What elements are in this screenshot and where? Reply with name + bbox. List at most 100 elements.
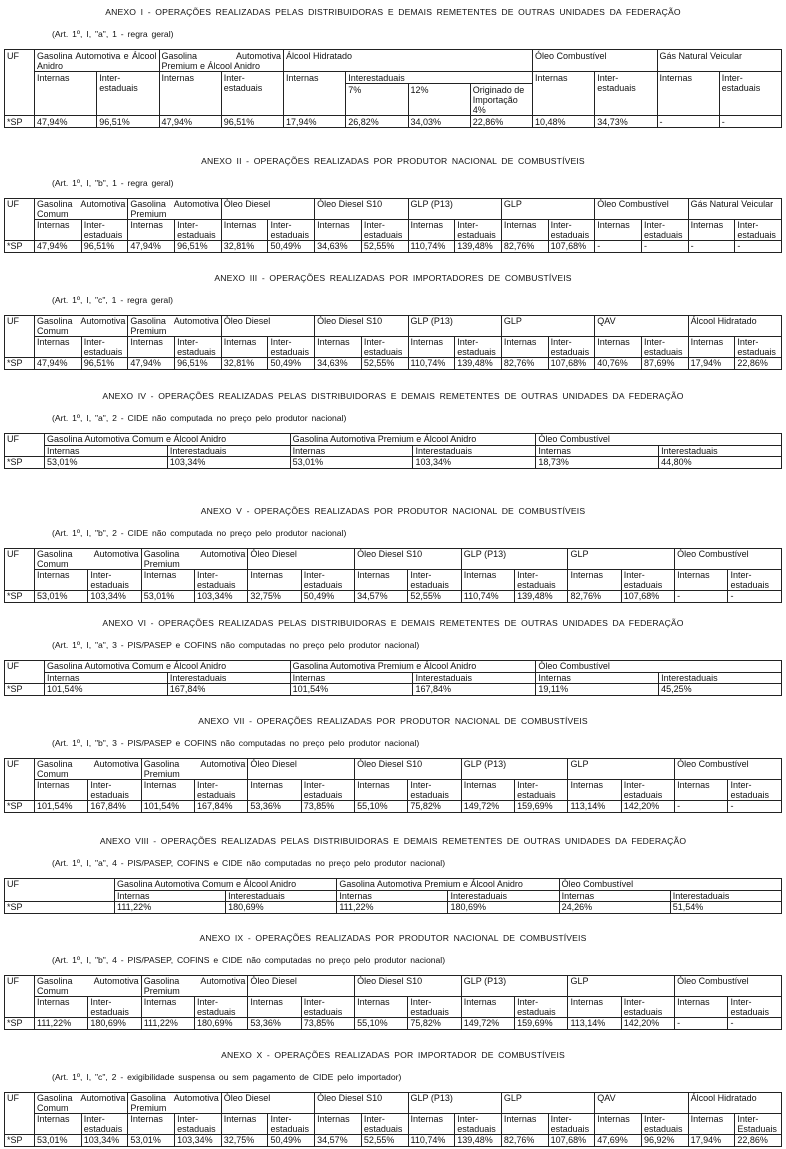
header-row-sub: Internas Inter-estaduais Internas Inter-est… [5, 219, 782, 241]
rate-cell: 50,49% [267, 240, 316, 253]
table-row: *SP 53,01% 103,34% 53,01% 103,34% 32,75% 50,49… [4, 1134, 782, 1147]
column-subheader: Inter-estaduais [220, 71, 285, 116]
column-subheader: Internas [407, 219, 456, 241]
table-row: *SP 47,94% 96,51% 47,94% 96,51% 32,81% 50,49% 3… [4, 240, 782, 253]
uf-cell: *SP [4, 1134, 35, 1147]
column-group-header: Gás Natural Veicular [656, 49, 782, 72]
column-group-header: Óleo Combustível [674, 975, 782, 997]
table-row: *SP 53,01% 103,34% 53,01% 103,34% 18,73% 44,80… [4, 456, 782, 469]
uf-header: UF [4, 878, 115, 902]
rate-cell: 96,51% [174, 357, 222, 370]
column-group-header: Óleo Diesel S10 [354, 758, 462, 780]
annex-subtitle: (Art. 1º, I, "c", 1 - regra geral) [52, 295, 173, 305]
column-group-header: Óleo Diesel [247, 975, 356, 997]
column-nested-header: 7% [345, 83, 409, 116]
rate-cell: 111,22% [140, 1017, 196, 1030]
rate-cell: 96,51% [80, 240, 129, 253]
column-subheader: Inter-estaduais [300, 996, 356, 1018]
rate-cell: 111,22% [336, 901, 449, 914]
uf-header: UF [4, 548, 35, 591]
column-subheader: Inter-estaduais [80, 219, 129, 241]
annex-section: ANEXO VIII - OPERAÇÕES REALIZADAS PELAS … [0, 835, 786, 914]
rate-cell: 101,54% [33, 800, 89, 813]
column-subheader: Inter-estaduais [174, 219, 222, 241]
rate-cell: 180,69% [87, 1017, 142, 1030]
rate-cell: 17,94% [687, 1134, 736, 1147]
column-subheader: Inter-estaduais [194, 779, 249, 801]
column-group-header: Gasolina Automotiva Premium e Álcool Ani… [289, 433, 537, 446]
column-group-header: GLP [500, 198, 596, 220]
column-subheader: Inter-estaduais [80, 336, 129, 358]
column-subheader: Internas [460, 996, 516, 1018]
rate-cell: - [727, 1017, 782, 1030]
annex-section: ANEXO I - OPERAÇÕES REALIZADAS PELAS DIS… [0, 6, 786, 128]
column-subheader: Internas [535, 444, 660, 457]
column-subheader: Internas [220, 219, 269, 241]
column-subheader: Internas [33, 569, 89, 591]
annex-title: ANEXO VIII - OPERAÇÕES REALIZADAS PELAS … [99, 836, 687, 846]
column-subheader: Internas [33, 996, 89, 1018]
rate-cell: 10,48% [531, 115, 596, 128]
column-subheader: Internas [127, 336, 176, 358]
header-row-groups: UF Gasolina Automotiva Comum Gasolina Auto… [4, 548, 782, 591]
column-subheader: Inter-estaduais [547, 1113, 596, 1135]
uf-header: UF [4, 49, 35, 116]
rate-cell: - [727, 800, 782, 813]
rate-cell: 53,01% [127, 1134, 176, 1147]
rate-cell: 103,34% [412, 456, 537, 469]
column-group-header: Gasolina Automotiva Premium [140, 975, 249, 997]
uf-cell: *SP [4, 1017, 35, 1030]
rate-cell: 32,75% [247, 590, 302, 603]
rates-table: UF Gasolina Automotiva Comum e Álcool Ani… [4, 433, 782, 469]
column-group-header: Álcool Hidratado [283, 49, 533, 72]
column-subheader: Internas [113, 889, 227, 902]
rate-cell: 139,48% [454, 240, 502, 253]
column-subheader: Internas [500, 336, 549, 358]
rate-cell: 18,73% [535, 456, 660, 469]
annex-title: ANEXO I - OPERAÇÕES REALIZADAS PELAS DIS… [105, 7, 681, 17]
rate-cell: 52,55% [360, 240, 409, 253]
column-subheader: Inter-estaduais [174, 1113, 222, 1135]
column-group-header: GLP (P13) [460, 758, 569, 780]
rate-cell: 47,94% [158, 115, 222, 128]
column-subheader: Internas [407, 336, 456, 358]
column-subheader: Inter-estaduais [80, 1113, 129, 1135]
rate-cell: 139,48% [454, 1134, 502, 1147]
column-subheader: Inter-estaduais [407, 569, 462, 591]
column-subheader: Internas [282, 71, 347, 116]
rate-cell: 159,69% [514, 1017, 569, 1030]
column-subheader: Internas [567, 996, 622, 1018]
column-subheader: Interestaduais [412, 444, 537, 457]
column-group-header: Gasolina Automotiva Premium [140, 548, 249, 570]
rates-table: UF Gasolina Automotiva Comum Gasolina Auto… [4, 1092, 783, 1147]
column-group-header: Gasolina Automotiva Comum e Álcool Anidr… [44, 433, 291, 446]
column-group-header: Óleo Combustível [535, 433, 782, 446]
column-subheader: Inter-estaduais [267, 219, 316, 241]
rate-cell: 73,85% [300, 1017, 356, 1030]
column-subheader: Internas [33, 71, 98, 116]
column-subheader: Internas [127, 219, 176, 241]
header-row-sub: Internas Inter-estaduais Internas Inter-est… [5, 569, 782, 591]
uf-cell: *SP [4, 590, 35, 603]
column-subheader: Internas [594, 219, 642, 241]
column-group-header: Óleo Diesel S10 [354, 975, 462, 997]
column-subheader: Inter-estaduais [174, 336, 222, 358]
column-subheader: Internas [656, 71, 720, 116]
column-subheader: Internas [33, 779, 89, 801]
column-subheader: Inter-estaduais [514, 996, 569, 1018]
column-subheader: Internas [535, 671, 660, 684]
column-nested-header: 12% [407, 83, 471, 116]
column-subheader: Internas [687, 219, 736, 241]
annex-title: ANEXO V - OPERAÇÕES REALIZADAS POR PRODU… [200, 506, 586, 516]
rates-table: UF Gasolina Automotiva Comum Gasolina Auto… [4, 315, 783, 370]
rate-cell: 87,69% [640, 357, 689, 370]
rate-cell: 167,84% [166, 683, 291, 696]
rate-cell: 101,54% [140, 800, 196, 813]
column-group-header: Óleo Combustível [674, 758, 782, 780]
rates-table: UF Gasolina Automotiva Comum Gasolina Auto… [4, 758, 782, 813]
column-subheader: Internas [674, 569, 729, 591]
rate-cell: 82,76% [500, 240, 549, 253]
column-subheader: Internas [567, 569, 622, 591]
column-group-header: Gasolina Automotiva Premium [140, 758, 249, 780]
header-row-groups: UF Gasolina Automotiva Comum Gasolina Auto… [4, 1092, 783, 1135]
